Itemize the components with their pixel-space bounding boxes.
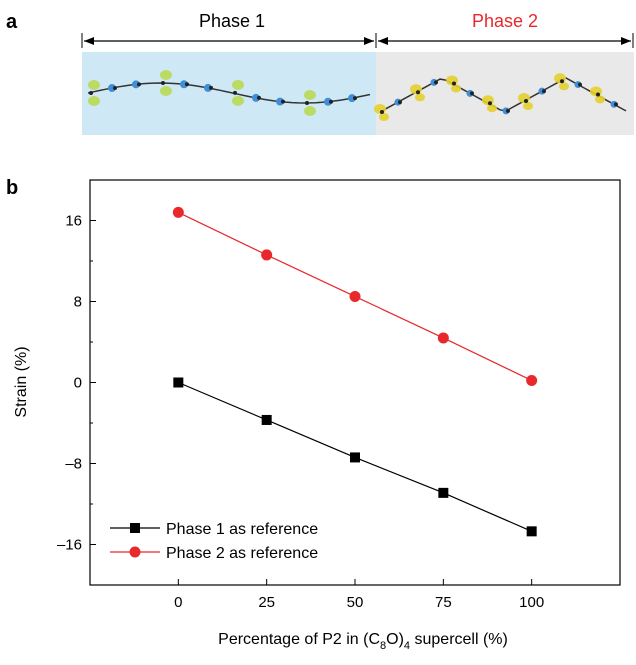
phase-2-label: Phase 2 [472,11,538,31]
x-axis-label: Percentage of P2 in (C8O)4 supercell (%) [218,631,508,652]
x-tick-label: 75 [435,594,452,611]
phase-1-region [82,52,376,135]
legend-label: Phase 2 as reference [166,545,318,562]
y-tick-label: 8 [74,294,82,311]
data-point [438,487,449,498]
y-tick-label: 16 [65,213,82,230]
series-lines [178,211,532,532]
data-point [349,290,361,302]
series-markers [172,206,538,537]
legend-label: Phase 1 as reference [166,521,318,538]
y-tick-label: –16 [57,537,82,554]
axis-ticks: 0 25 50 75 100 16 8 0 –8 –16 [57,213,544,612]
legend-marker [129,546,141,558]
data-point [173,377,184,388]
data-point [526,526,537,537]
data-point [437,332,449,344]
panel-a-label: a [6,11,18,33]
x-tick-label: 100 [519,594,544,611]
data-point [261,414,272,425]
y-tick-label: –8 [65,456,82,473]
data-point [261,249,273,261]
y-axis-label: Strain (%) [13,346,30,417]
legend-marker [130,523,140,533]
data-point [526,374,538,386]
x-tick-label: 0 [174,594,182,611]
data-point [172,206,184,218]
phase-2-molecular-chain [374,73,627,121]
x-tick-label: 25 [258,594,275,611]
legend: Phase 1 as reference Phase 2 as reference [110,521,318,562]
phase-span-arrows [81,33,634,48]
y-tick-label: 0 [74,375,82,392]
phase-1-molecular-chain [87,70,371,116]
panel-b-label: b [6,177,18,199]
x-tick-label: 50 [347,594,364,611]
phase-1-label: Phase 1 [199,11,265,31]
data-point [350,452,360,463]
